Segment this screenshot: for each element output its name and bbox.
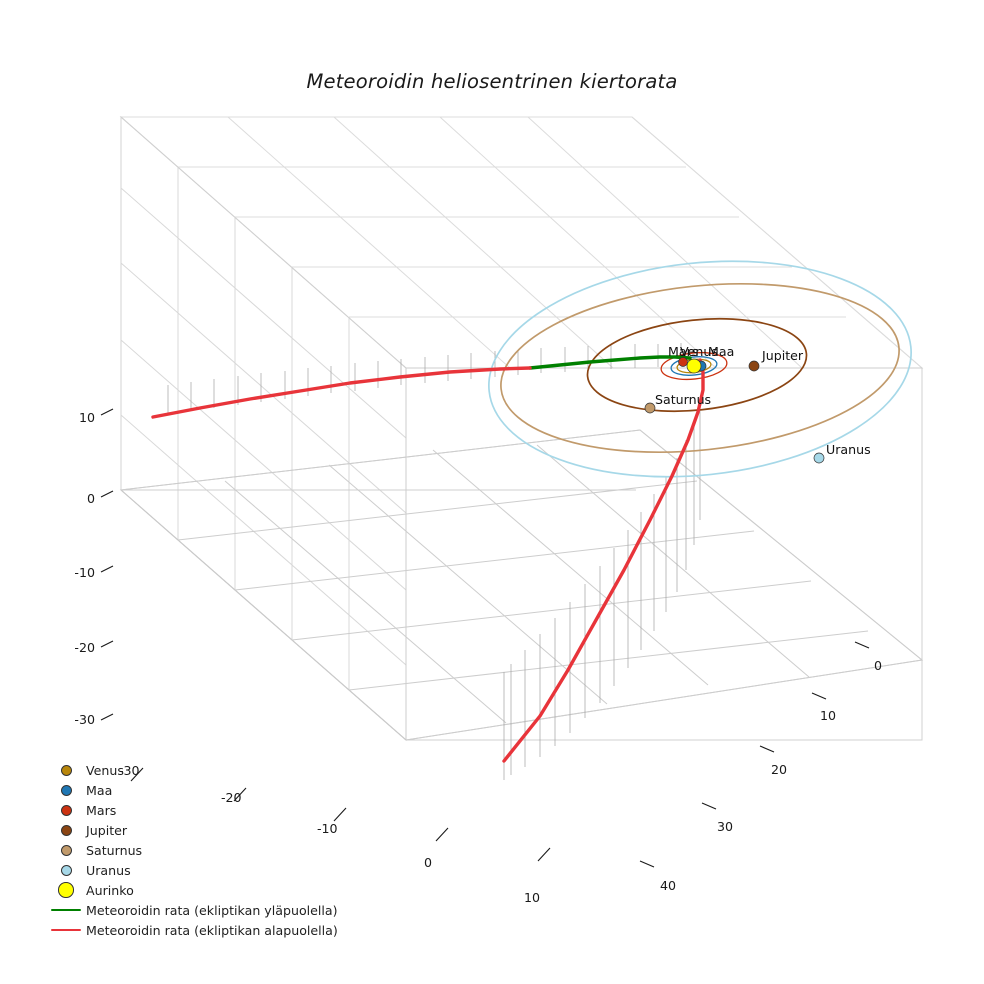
y-tick-2: 20 [771,762,788,777]
legend-label: Meteoroidin rata (ekliptikan yläpuolella… [86,902,338,918]
legend-label: Venus [86,762,124,778]
marker-jupiter [748,360,760,372]
legend-item-aurinko: Aurinko [48,880,378,900]
floor-grid [120,489,636,741]
orbit-uranus [488,260,912,478]
legend-marker-icon [60,804,72,816]
legend-item-jupiter: Jupiter [48,820,378,840]
legend-key-marker [48,804,84,816]
orbit-maa [670,356,718,376]
marker-mars [678,357,688,367]
legend-key-line [48,908,84,912]
legend-key-marker [48,864,84,876]
planet-label-mars: Mars [668,344,699,359]
legend-label: Jupiter [86,822,128,838]
x-tick-3: 0 [424,855,433,870]
orbit-mars [660,351,728,381]
legend-item-mars: Mars [48,800,378,820]
z-tick-0: 10 [78,410,95,425]
planet-orbits [488,260,912,478]
orbit-jupiter [586,317,808,413]
x-tick-4: 10 [524,890,541,905]
marker-saturnus [644,402,656,414]
meteoroid-stems [167,343,701,780]
legend-item-meteoroidin-rata-ekliptikan-alapuolella: Meteoroidin rata (ekliptikan alapuolella… [48,920,378,940]
legend-marker-icon [60,784,72,796]
legend-key-marker [48,824,84,836]
planet-label-uranus: Uranus [826,442,871,457]
legend-item-venus: Venus [48,760,378,780]
planet-label-maa: Maa [708,344,735,359]
planet-label-jupiter: Jupiter [762,348,804,363]
trajectory-below-ecliptic [151,366,532,419]
legend-line-icon [51,928,81,932]
floor-pane [119,429,924,741]
z-tick-4: -30 [74,712,95,727]
planet-markers [644,357,825,464]
legend-label: Mars [86,802,117,818]
legend-line-icon [51,908,81,912]
legend-marker-icon [60,864,72,876]
legend-label: Maa [86,782,113,798]
legend-label: Uranus [86,862,131,878]
legend-marker-icon [60,844,72,856]
z-tick-1: 0 [86,491,95,506]
y-tick-4: 40 [660,878,677,893]
planet-label-saturnus: Saturnus [655,392,712,407]
trajectory-above-ecliptic [528,355,692,370]
legend-marker-icon [60,764,72,776]
trajectory-below-ecliptic [502,358,705,763]
legend-key-marker [48,882,84,898]
legend-key-marker [48,844,84,856]
legend-key-line [48,928,84,932]
orbit-saturnus [500,282,900,454]
legend-item-saturnus: Saturnus [48,840,378,860]
legend-label: Meteoroidin rata (ekliptikan alapuolella… [86,922,338,938]
legend-key-marker [48,784,84,796]
y-tick-1: 10 [820,708,837,723]
marker-uranus [813,452,825,464]
legend-item-maa: Maa [48,780,378,800]
x-tick-2: -10 [317,821,338,836]
meteoroid-trajectory [151,355,705,763]
axis-ticks [100,408,870,868]
marker-aurinko [686,358,702,374]
chart-legend: Venus Maa Mars Jupiter Saturnus Uranus Aurinko… [48,760,378,940]
legend-key-marker [48,764,84,776]
legend-label: Aurinko [86,882,134,898]
chart-title: Meteoroidin heliosentrinen kiertorata [306,70,678,93]
legend-item-meteoroidin-rata-ekliptikan-yl-puolella: Meteoroidin rata (ekliptikan yläpuolella… [48,900,378,920]
z-tick-3: -20 [74,640,95,655]
x-tick-0: -30 [119,763,140,778]
legend-marker-icon [58,882,74,898]
planet-label-venus: Venus [680,344,718,359]
legend-marker-icon [60,824,72,836]
legend-label: Saturnus [86,842,143,858]
legend-item-uranus: Uranus [48,860,378,880]
z-tick-2: -10 [74,565,95,580]
grid-lines [119,115,924,742]
x-tick-1: -20 [221,790,242,805]
y-tick-0: 0 [874,658,883,673]
y-tick-3: 30 [717,819,734,834]
